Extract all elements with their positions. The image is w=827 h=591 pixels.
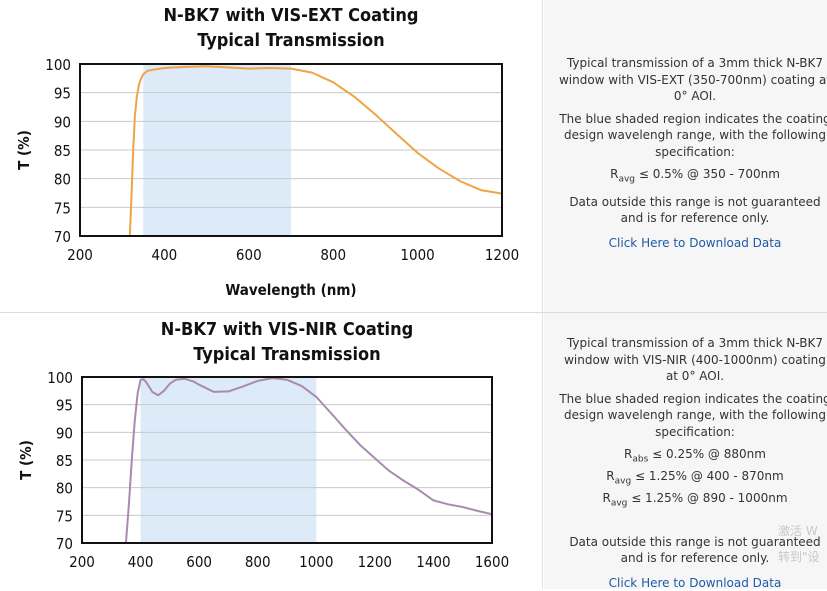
x-tick-label: 600 (186, 553, 212, 571)
description-text: Typical transmission of a 3mm thick N-BK… (558, 335, 827, 591)
spec-symbol: R (602, 490, 611, 505)
x-tick-label: 400 (152, 246, 178, 264)
spec-symbol: R (606, 468, 615, 483)
spec-subscript: avg (618, 174, 636, 185)
spec-symbol: R (624, 447, 633, 461)
y-tick-label: 100 (47, 369, 73, 387)
x-tick-label: 1600 (475, 553, 509, 571)
x-tick-label: 1400 (416, 553, 450, 571)
description-intro: Typical transmission of a 3mm thick N-BK… (558, 56, 827, 103)
description-panel: Typical transmission of a 3mm thick N-BK… (544, 0, 827, 313)
y-tick-label: 70 (54, 228, 71, 246)
x-tick-label: 1000 (299, 553, 333, 571)
y-tick-label: 80 (56, 480, 73, 498)
y-axis-label: T (%) (17, 440, 35, 480)
x-tick-label: 600 (236, 246, 262, 264)
x-tick-label: 800 (245, 553, 271, 571)
chart-cell: N-BK7 with VIS-NIR Coating Typical Transm… (0, 313, 543, 589)
spec-subscript: avg (614, 476, 632, 487)
y-tick-label: 90 (54, 113, 71, 131)
y-tick-label: 80 (54, 171, 71, 189)
x-tick-label: 1200 (485, 246, 519, 264)
watermark-line-2: 转到"设 (778, 550, 820, 564)
y-tick-label: 95 (56, 397, 73, 415)
spec-value: ≤ 0.5% @ 350 - 700nm (635, 167, 780, 181)
transmission-series-line (124, 377, 493, 544)
spec-subscript: abs (632, 454, 649, 465)
transmission-chart-vis-ext: N-BK7 with VIS-EXT Coating Typical Transm… (15, 5, 519, 299)
chart-row-vis-ext: N-BK7 with VIS-EXT Coating Typical Transm… (0, 0, 827, 313)
chart-subtitle: Typical Transmission (193, 344, 380, 365)
spec-value: ≤ 0.25% @ 880nm (648, 447, 766, 461)
y-tick-label: 90 (56, 424, 73, 442)
description-panel: Typical transmission of a 3mm thick N-BK… (544, 313, 827, 591)
description-disclaimer: Data outside this range is not guarantee… (569, 534, 821, 566)
x-tick-label: 200 (67, 246, 93, 264)
x-axis-label: Wavelength (nm) (225, 281, 356, 299)
download-data-link[interactable]: Click Here to Download Data (608, 235, 782, 250)
y-axis-label: T (%) (15, 130, 33, 170)
chart-title: N-BK7 with VIS-NIR Coating (161, 319, 413, 340)
y-tick-label: 75 (54, 199, 71, 217)
spec-symbol: R (610, 167, 619, 181)
plot-frame (81, 376, 493, 544)
spec-value: ≤ 1.25% @ 890 - 1000nm (627, 490, 788, 505)
x-tick-label: 800 (320, 246, 346, 264)
y-tick-label: 100 (45, 56, 71, 74)
x-axis-label: Wavelength (nm) (221, 587, 352, 589)
chart-cell: N-BK7 with VIS-EXT Coating Typical Transm… (0, 0, 543, 313)
y-tick-label: 75 (56, 507, 73, 525)
description-text: Typical transmission of a 3mm thick N-BK… (558, 55, 827, 251)
transmission-chart-vis-nir: N-BK7 with VIS-NIR Coating Typical Transm… (17, 319, 509, 589)
transmission-series-line (128, 65, 503, 237)
spec-value: ≤ 1.25% @ 400 - 870nm (631, 468, 784, 483)
chart-title: N-BK7 with VIS-EXT Coating (163, 5, 418, 26)
y-tick-label: 70 (56, 535, 73, 553)
y-tick-label: 85 (56, 452, 73, 470)
x-tick-label: 400 (128, 553, 154, 571)
description-disclaimer: Data outside this range is not guarantee… (569, 194, 821, 226)
y-tick-label: 85 (54, 142, 71, 160)
row-divider (0, 312, 827, 313)
description-shading-note: The blue shaded region indicates the coa… (559, 391, 827, 439)
download-data-link[interactable]: Click Here to Download Data (608, 575, 782, 590)
chart-subtitle: Typical Transmission (197, 30, 384, 51)
x-tick-label: 1200 (358, 553, 392, 571)
y-tick-label: 95 (54, 85, 71, 103)
spec-line: Rabs ≤ 0.25% @ 880nm Ravg ≤ 1.25% @ 400 … (558, 446, 827, 512)
x-tick-label: 200 (69, 553, 95, 571)
chart-row-vis-nir: N-BK7 with VIS-NIR Coating Typical Transm… (0, 313, 827, 591)
spec-line: Ravg ≤ 0.5% @ 350 - 700nm (558, 166, 827, 188)
spec-subscript: avg (610, 498, 628, 509)
x-tick-label: 1000 (400, 246, 434, 264)
watermark-line-1: 激活 W (778, 524, 818, 538)
plot-frame (79, 63, 503, 237)
description-shading-note: The blue shaded region indicates the coa… (559, 111, 827, 159)
description-intro: Typical transmission of a 3mm thick N-BK… (564, 336, 826, 383)
